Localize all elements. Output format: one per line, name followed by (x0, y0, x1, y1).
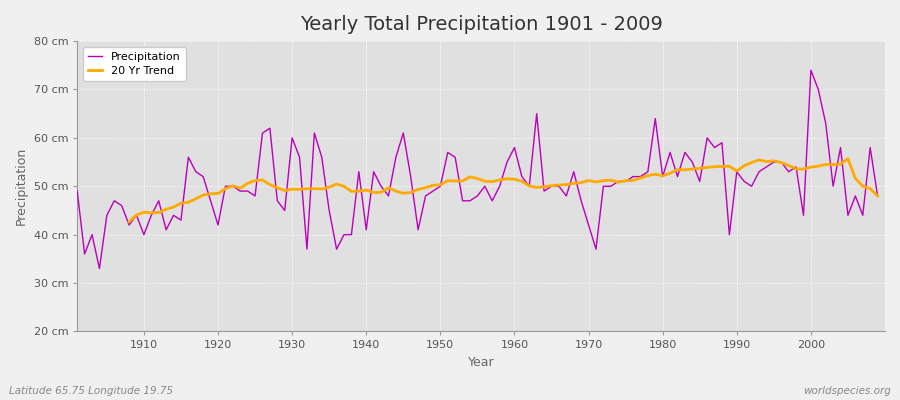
Precipitation (509, 145, 520, 150)
20 Yr Trend (842, 156, 853, 161)
20 Yr Trend (769, 158, 779, 163)
Precipitation (517, 174, 527, 179)
Legend: Precipitation, 20 Yr Trend: Precipitation, 20 Yr Trend (83, 47, 185, 81)
Line: Precipitation: Precipitation (77, 70, 878, 268)
Precipitation (872, 194, 883, 198)
20 Yr Trend (265, 182, 275, 187)
Title: Yearly Total Precipitation 1901 - 2009: Yearly Total Precipitation 1901 - 2009 (300, 15, 662, 34)
20 Yr Trend (650, 172, 661, 176)
Precipitation (94, 266, 104, 271)
Y-axis label: Precipitation: Precipitation (15, 147, 28, 225)
Precipitation (139, 232, 149, 237)
Text: worldspecies.org: worldspecies.org (803, 386, 891, 396)
Precipitation (302, 247, 312, 252)
Precipitation (346, 232, 356, 237)
20 Yr Trend (872, 194, 883, 198)
Precipitation (606, 184, 616, 189)
Text: Latitude 65.75 Longitude 19.75: Latitude 65.75 Longitude 19.75 (9, 386, 173, 396)
20 Yr Trend (709, 164, 720, 169)
X-axis label: Year: Year (468, 356, 494, 369)
20 Yr Trend (287, 187, 298, 192)
Precipitation (806, 68, 816, 72)
Line: 20 Yr Trend: 20 Yr Trend (129, 159, 878, 222)
20 Yr Trend (123, 219, 134, 224)
Precipitation (72, 189, 83, 194)
20 Yr Trend (464, 174, 475, 179)
